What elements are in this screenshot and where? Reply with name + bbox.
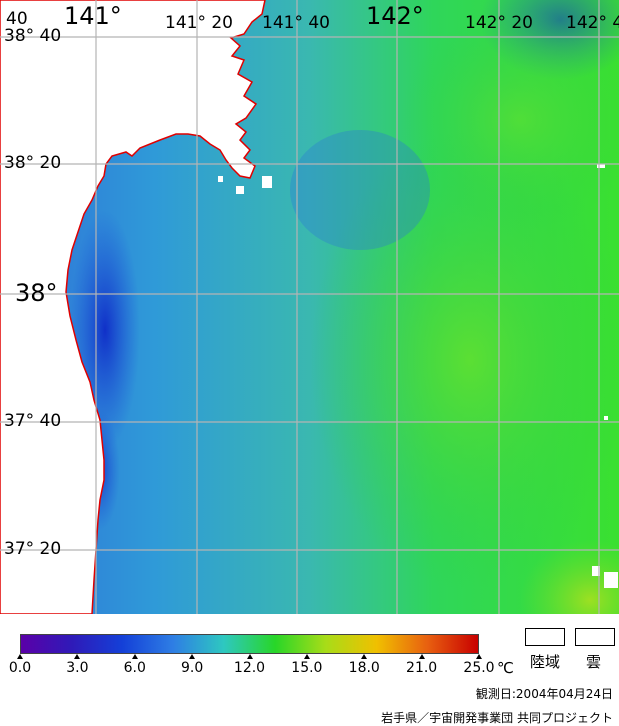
scale-tick-label: 21.0 xyxy=(406,660,438,676)
cloud-spot xyxy=(604,416,608,420)
cloud-legend-swatch xyxy=(575,628,615,646)
scale-tick-label: 0.0 xyxy=(8,660,32,676)
cold-water-patch xyxy=(290,130,430,250)
scale-tick-label: 3.0 xyxy=(66,660,89,676)
graticule xyxy=(0,0,619,614)
scale-tick-mark xyxy=(189,654,196,659)
scale-tick-label: 15.0 xyxy=(291,660,323,676)
scale-tick-mark xyxy=(246,654,253,659)
cloud-spot xyxy=(236,186,244,194)
scale-tick-mark xyxy=(476,654,482,659)
latitude-label: 37° 40 xyxy=(4,411,62,431)
scale-tick-label: 12.0 xyxy=(233,660,266,676)
scale-tick-mark xyxy=(303,654,310,659)
temperature-unit: ℃ xyxy=(497,659,514,677)
corner-label: 40 xyxy=(6,9,28,29)
warm-water-patch xyxy=(310,130,619,590)
temperature-color-scale xyxy=(20,634,479,654)
scale-tick-label: 18.0 xyxy=(348,660,380,676)
land-legend-label: 陸域 xyxy=(530,653,561,671)
scale-tick-mark xyxy=(131,654,138,659)
latitude-label: 38° 20 xyxy=(4,153,62,173)
latitude-label: 38° xyxy=(15,279,58,307)
project-credit: 岩手県／宇宙開発事業団 共同プロジェクト xyxy=(381,711,613,725)
scale-tick-label: 25.0 xyxy=(463,660,495,676)
warm-water-patch xyxy=(520,540,619,614)
cloud-spot xyxy=(262,176,272,188)
cloud-legend-label: 雲 xyxy=(586,653,602,671)
latitude-label: 38° 40 xyxy=(4,26,62,46)
cloud-spot xyxy=(604,572,618,588)
longitude-label: 141° 40 xyxy=(262,13,330,33)
longitude-label: 142° xyxy=(366,2,424,30)
scale-tick-mark xyxy=(17,654,23,659)
longitude-label: 142° 4 xyxy=(566,13,619,33)
sea-temperature-map xyxy=(0,0,619,614)
cloud-spot xyxy=(597,164,605,168)
scale-tick-mark xyxy=(361,654,368,659)
warm-water-patch xyxy=(400,10,619,230)
cloud-spot xyxy=(592,566,600,576)
latitude-label: 37° 20 xyxy=(4,539,62,559)
scale-tick-mark xyxy=(418,654,425,659)
longitude-label: 142° 20 xyxy=(465,13,533,33)
scale-tick-label: 6.0 xyxy=(123,660,146,676)
longitude-label: 141° 20 xyxy=(165,13,233,33)
observation-date: 観測日:2004年04月24日 xyxy=(475,687,613,701)
scale-tick-label: 9.0 xyxy=(180,660,204,676)
land-legend-swatch xyxy=(525,628,565,646)
cloud-spot xyxy=(218,176,223,182)
longitude-label: 141° xyxy=(64,2,122,30)
scale-tick-mark xyxy=(74,654,81,659)
land-area xyxy=(0,0,266,614)
